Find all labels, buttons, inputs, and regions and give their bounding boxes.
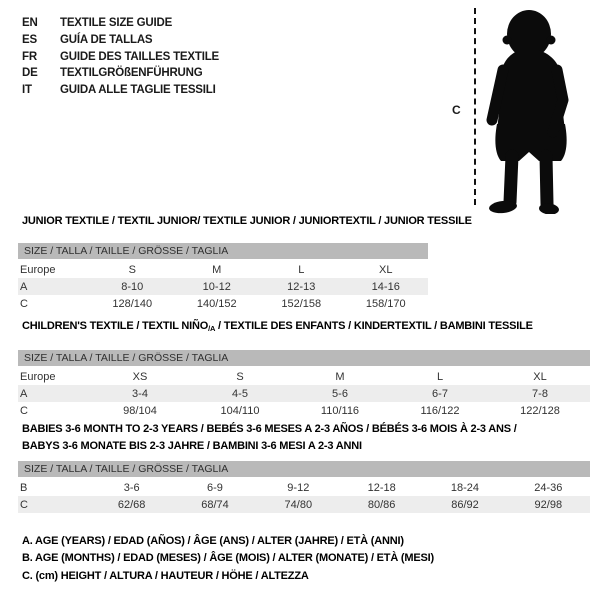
- section-children: CHILDREN'S TEXTILE / TEXTIL NIÑO/A / TEX…: [0, 319, 600, 419]
- section-title: CHILDREN'S TEXTILE / TEXTIL NIÑO/A / TEX…: [22, 320, 533, 333]
- language-code: FR: [22, 50, 37, 63]
- section-babies: BABIES 3-6 MONTH TO 2-3 YEARS / BEBÉS 3-…: [0, 421, 600, 513]
- table-row: C 98/104 104/110 110/116 116/122 122/128: [18, 402, 590, 419]
- table-row: Europe XS S M L XL: [18, 368, 590, 385]
- language-code: IT: [22, 84, 32, 97]
- size-table: SIZE / TALLA / TAILLE / GRÖSSE / TAGLIA …: [18, 350, 590, 419]
- table-cell: 3-6: [123, 481, 140, 494]
- row-label: Europe: [20, 263, 56, 276]
- size-table-body: Europe XS S M L XL A 3-4 4-5 5-6 6-7 7-8 C 98/104 104/…: [18, 368, 590, 419]
- table-row: A 3-4 4-5 5-6 6-7 7-8: [18, 385, 590, 402]
- baby-silhouette-icon: [486, 10, 569, 214]
- table-cell: 104/110: [220, 404, 260, 417]
- row-label: A: [20, 280, 28, 293]
- table-cell: S: [128, 263, 136, 276]
- language-code: DE: [22, 67, 38, 80]
- language-row: DE TEXTILGRÖßENFÜHRUNG: [22, 65, 219, 82]
- table-row: Europe S M L XL: [18, 261, 428, 278]
- language-code: EN: [22, 17, 38, 29]
- size-bar: SIZE / TALLA / TAILLE / GRÖSSE / TAGLIA: [18, 350, 590, 366]
- table-cell: XS: [132, 370, 148, 383]
- legend-line-b: B. AGE (MONTHS) / EDAD (MESES) / ÂGE (MO…: [22, 552, 434, 565]
- table-row: C 128/140 140/152 152/158 158/170: [18, 295, 428, 312]
- table-cell: 7-8: [532, 387, 548, 400]
- section-title: BABIES 3-6 MONTH TO 2-3 YEARS / BEBÉS 3-…: [22, 423, 517, 452]
- table-cell: 86/92: [451, 498, 479, 511]
- language-code: ES: [22, 33, 37, 46]
- language-row: ES GUÍA DE TALLAS: [22, 32, 219, 49]
- section-junior: JUNIOR TEXTILE / TEXTIL JUNIOR/ TEXTILE …: [0, 214, 600, 312]
- row-label: C: [20, 297, 28, 310]
- row-label: A: [20, 387, 28, 400]
- table-cell: 8-10: [121, 280, 144, 293]
- table-cell: 116/122: [420, 404, 460, 417]
- table-cell: S: [236, 370, 244, 383]
- measurement-legend: A. AGE (YEARS) / EDAD (AÑOS) / ÂGE (ANS)…: [22, 533, 434, 585]
- size-table-body: Europe S M L XL A 8-10 10-12 12-13 14-16 C 128/140 1…: [18, 261, 428, 312]
- height-measure-dashed-line: [474, 8, 476, 205]
- table-cell: 18-24: [450, 481, 480, 494]
- size-table-body: B 3-6 6-9 9-12 12-18 18-24 24-36 C 62/68 68/74 74/…: [18, 479, 590, 513]
- table-cell: 110/116: [320, 404, 360, 417]
- table-cell: 158/170: [365, 297, 406, 310]
- row-label: Europe: [20, 370, 56, 383]
- language-list: EN TEXTILE SIZE GUIDE ES GUÍA DE TALLAS …: [22, 15, 219, 99]
- legend-line-c: C. (cm) HEIGHT / ALTURA / HAUTEUR / HÖHE…: [22, 569, 309, 582]
- table-cell: L: [298, 263, 305, 276]
- section-title: JUNIOR TEXTILE / TEXTIL JUNIOR/ TEXTILE …: [22, 215, 472, 227]
- size-bar-label: SIZE / TALLA / TAILLE / GRÖSSE / TAGLIA: [24, 463, 229, 475]
- row-label: B: [20, 481, 28, 494]
- language-label: TEXTILE SIZE GUIDE: [60, 17, 173, 29]
- language-label: GUÍA DE TALLAS: [60, 33, 153, 46]
- table-cell: 3-4: [132, 387, 148, 400]
- table-cell: 152/158: [281, 297, 322, 310]
- table-cell: 122/128: [520, 404, 560, 417]
- table-cell: 10-12: [202, 280, 231, 293]
- language-label: TEXTILGRÖßENFÜHRUNG: [60, 67, 203, 80]
- language-row: FR GUIDE DES TAILLES TEXTILE: [22, 49, 219, 66]
- size-bar-label: SIZE / TALLA / TAILLE / GRÖSSE / TAGLIA: [24, 245, 229, 257]
- table-cell: 12-13: [287, 280, 316, 293]
- table-row: B 3-6 6-9 9-12 12-18 18-24 24-36: [18, 479, 590, 496]
- table-cell: 62/68: [117, 498, 146, 511]
- table-cell: M: [212, 263, 222, 276]
- row-label: C: [20, 404, 28, 417]
- table-cell: 14-16: [371, 280, 400, 293]
- size-bar: SIZE / TALLA / TAILLE / GRÖSSE / TAGLIA: [18, 243, 428, 259]
- table-row: A 8-10 10-12 12-13 14-16: [18, 278, 428, 295]
- table-cell: XL: [379, 263, 393, 276]
- table-cell: 9-12: [287, 481, 310, 494]
- table-cell: XL: [533, 370, 547, 383]
- size-bar: SIZE / TALLA / TAILLE / GRÖSSE / TAGLIA: [18, 461, 590, 477]
- table-cell: 24-36: [534, 481, 563, 494]
- table-cell: 5-6: [332, 387, 348, 400]
- size-table: SIZE / TALLA / TAILLE / GRÖSSE / TAGLIA …: [18, 243, 428, 312]
- table-cell: 6-7: [432, 387, 448, 400]
- table-cell: 92/98: [534, 498, 563, 511]
- table-cell: 12-18: [367, 481, 396, 494]
- table-cell: 68/74: [201, 498, 229, 511]
- language-label: GUIDE DES TAILLES TEXTILE: [60, 50, 219, 63]
- row-label: C: [20, 498, 28, 511]
- table-cell: 74/80: [284, 498, 313, 511]
- language-row: EN TEXTILE SIZE GUIDE: [22, 15, 219, 32]
- table-cell: 140/152: [196, 297, 237, 310]
- table-cell: 128/140: [112, 297, 153, 310]
- table-cell: 6-9: [207, 481, 223, 494]
- table-cell: 80/86: [367, 498, 396, 511]
- table-row: C 62/68 68/74 74/80 80/86 86/92 92/98: [18, 496, 590, 513]
- height-measure-label: C: [452, 103, 461, 117]
- language-label: GUIDA ALLE TAGLIE TESSILI: [60, 84, 216, 97]
- legend-line-a: A. AGE (YEARS) / EDAD (AÑOS) / ÂGE (ANS)…: [22, 535, 404, 547]
- table-cell: M: [335, 370, 345, 383]
- language-row: IT GUIDA ALLE TAGLIE TESSILI: [22, 82, 219, 99]
- table-cell: 4-5: [232, 387, 248, 400]
- size-table: SIZE / TALLA / TAILLE / GRÖSSE / TAGLIA …: [18, 461, 590, 513]
- table-cell: L: [436, 370, 444, 383]
- table-cell: 98/104: [123, 404, 157, 417]
- size-bar-label: SIZE / TALLA / TAILLE / GRÖSSE / TAGLIA: [24, 352, 229, 364]
